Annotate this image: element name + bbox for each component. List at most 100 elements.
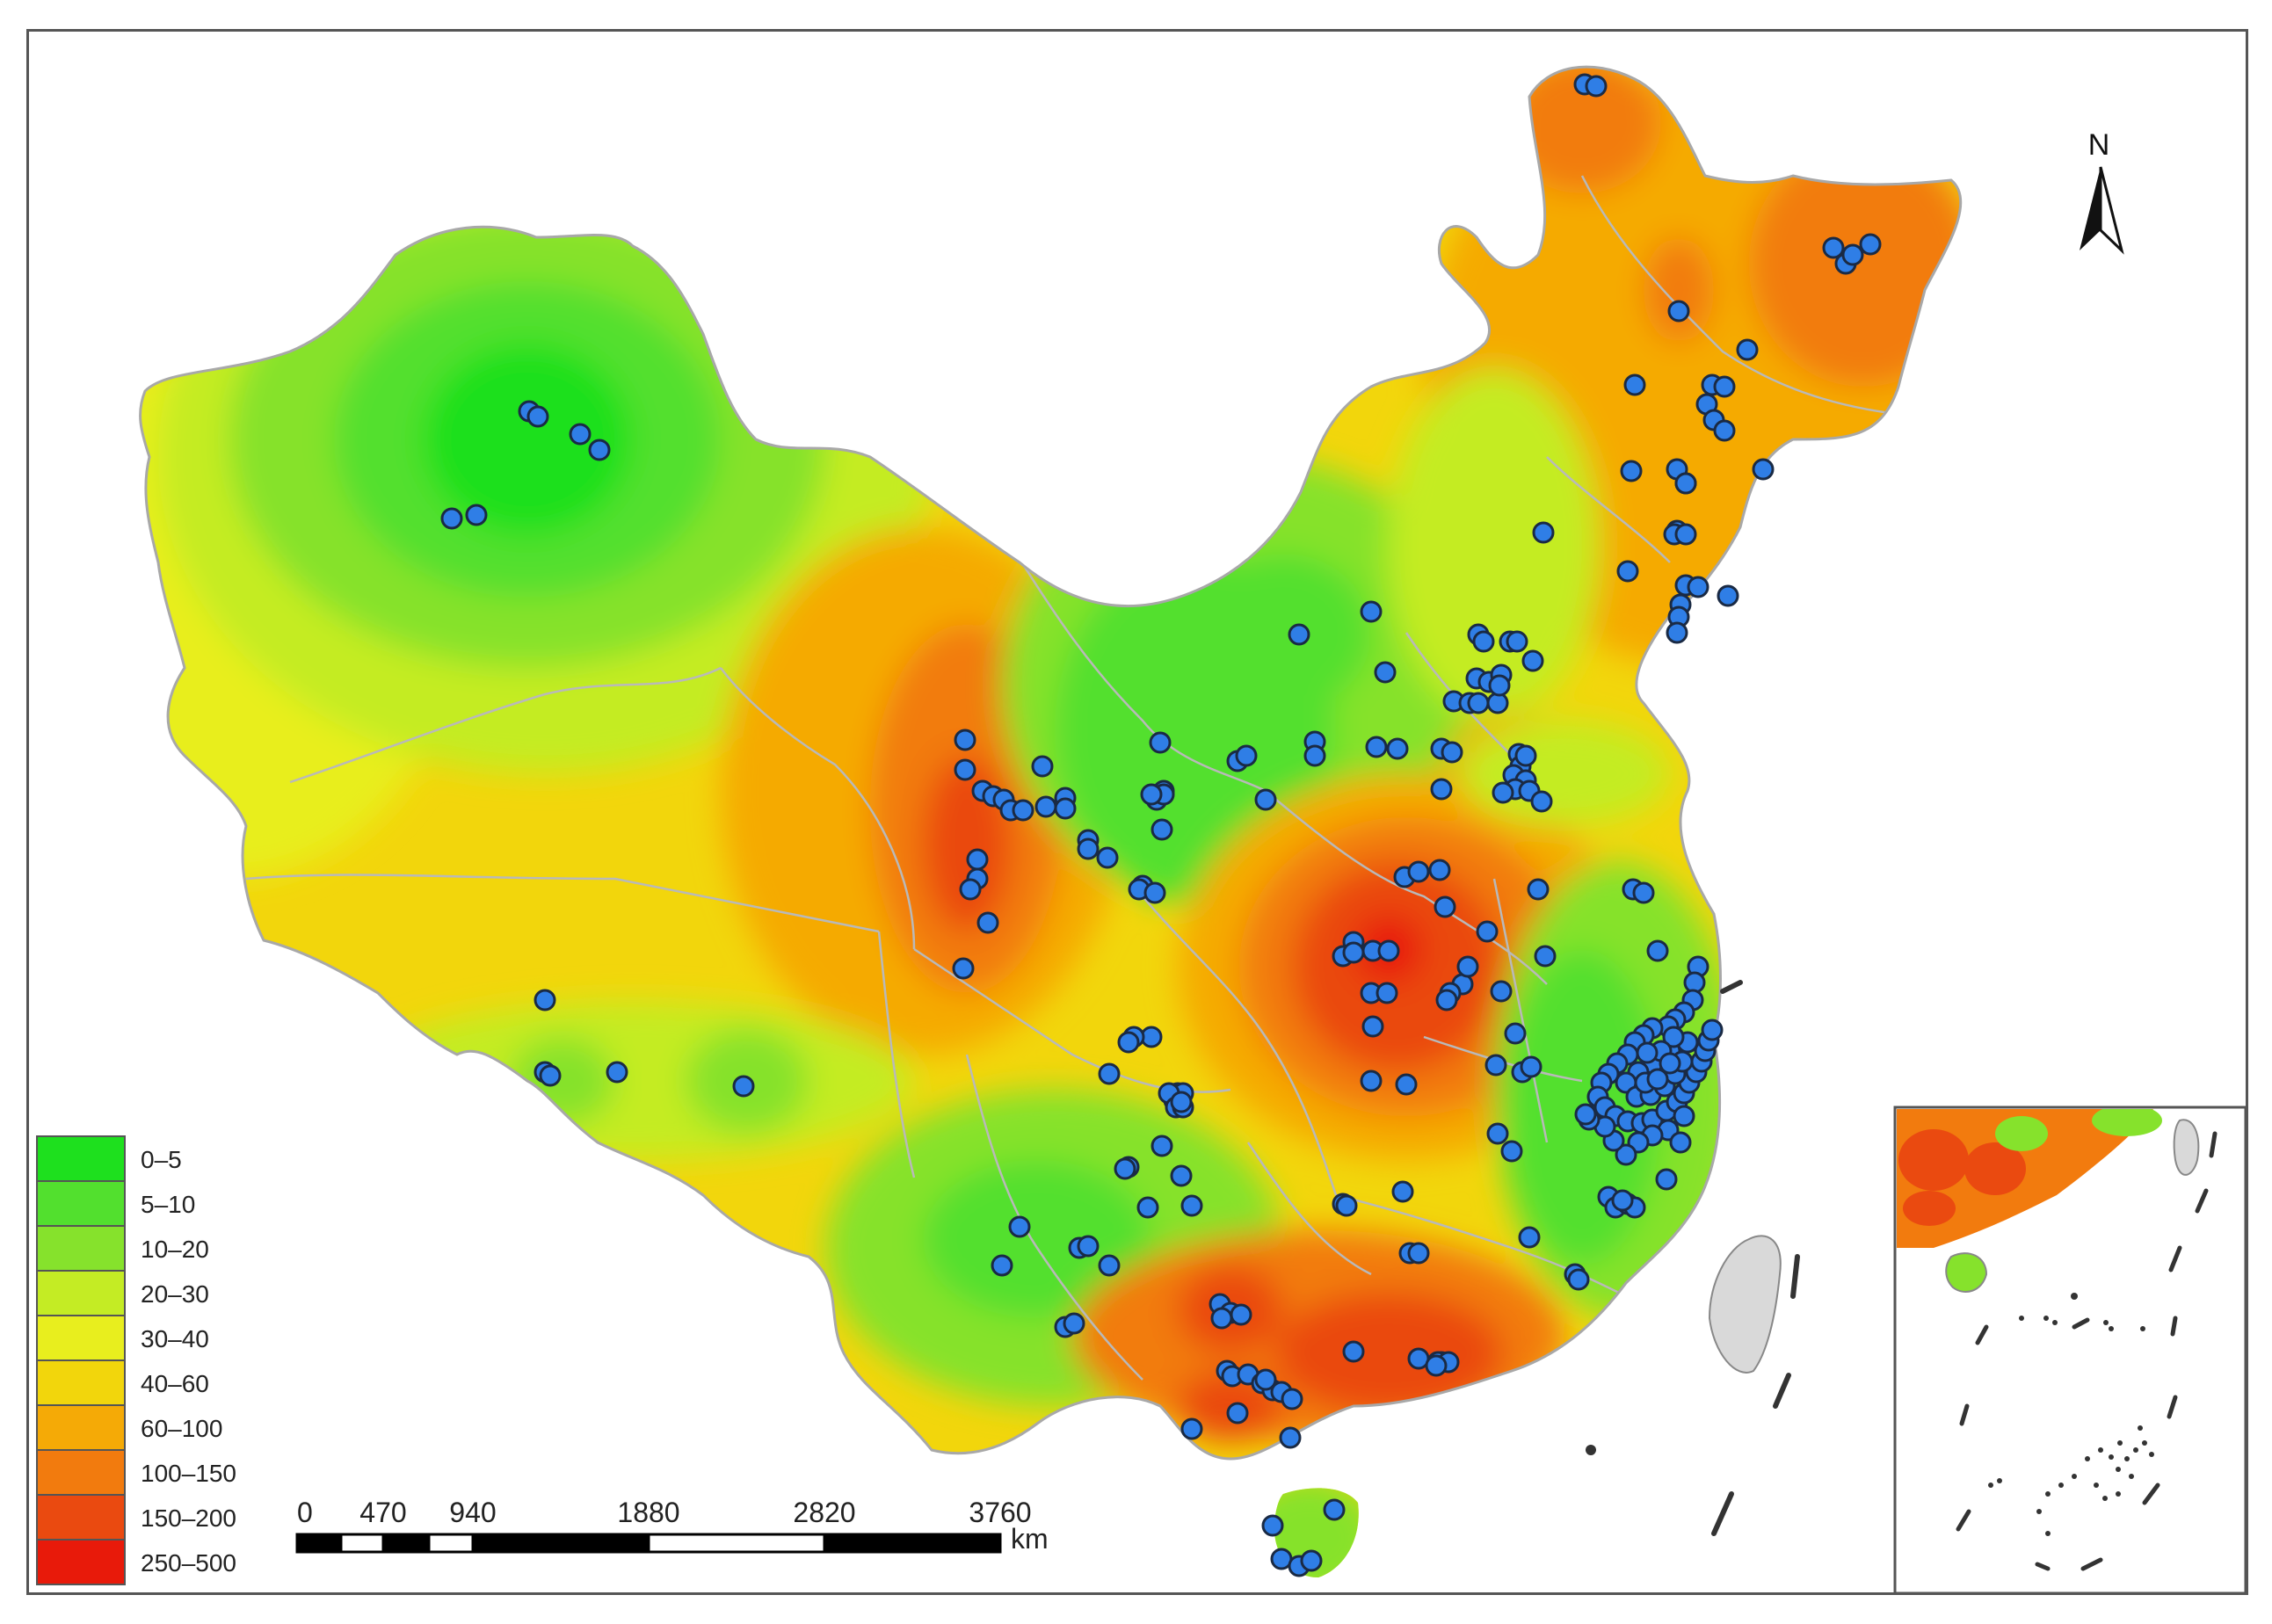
sample-site-marker bbox=[1574, 1103, 1597, 1126]
north-label: N bbox=[2088, 128, 2110, 162]
sample-site-marker bbox=[1170, 1091, 1193, 1113]
sample-site-marker bbox=[1441, 741, 1463, 764]
sample-site-marker bbox=[1360, 600, 1383, 623]
sample-site-marker bbox=[1254, 788, 1277, 811]
sample-site-marker bbox=[1434, 895, 1456, 918]
scale-tick-label: 3760 bbox=[969, 1497, 1031, 1528]
sample-site-marker bbox=[1521, 649, 1544, 672]
taiwan-island bbox=[1708, 1235, 1782, 1374]
sample-site-marker bbox=[1623, 373, 1646, 396]
scale-tick-label: 1880 bbox=[617, 1497, 679, 1528]
sample-site-marker bbox=[1646, 1068, 1669, 1091]
legend-swatch bbox=[36, 1180, 126, 1227]
scale-segment bbox=[427, 1533, 475, 1554]
sample-site-marker bbox=[1428, 859, 1451, 881]
sample-site-marker bbox=[1484, 1054, 1507, 1077]
sample-site-marker bbox=[1008, 1215, 1031, 1238]
legend-swatch bbox=[36, 1494, 126, 1541]
sample-site-marker bbox=[1500, 1140, 1523, 1163]
sample-site-marker bbox=[1527, 878, 1550, 901]
sample-site-marker bbox=[1374, 661, 1397, 684]
sample-site-marker bbox=[1377, 939, 1400, 962]
legend-label: 30–40 bbox=[141, 1325, 209, 1352]
sample-site-marker bbox=[1151, 1135, 1173, 1157]
legend-label: 5–10 bbox=[141, 1191, 195, 1218]
sample-site-marker bbox=[1530, 790, 1553, 813]
sample-site-marker bbox=[569, 423, 592, 446]
sample-site-marker bbox=[1342, 1340, 1365, 1363]
sample-site-marker bbox=[1490, 980, 1513, 1003]
legend-swatch bbox=[36, 1135, 126, 1182]
sample-site-marker bbox=[1430, 778, 1453, 801]
sample-site-marker bbox=[1532, 521, 1555, 544]
sea-boundary-dashes bbox=[1711, 980, 1800, 1536]
scale-segment bbox=[647, 1533, 826, 1554]
sample-site-marker bbox=[954, 758, 976, 781]
sample-site-marker bbox=[1376, 982, 1398, 1004]
sample-site-marker bbox=[1180, 1417, 1203, 1440]
legend-label: 40–60 bbox=[141, 1370, 209, 1397]
sample-site-marker bbox=[1655, 1168, 1678, 1191]
sample-site-marker bbox=[1488, 674, 1511, 697]
sample-site-marker bbox=[1435, 989, 1458, 1011]
sample-site-marker bbox=[539, 1064, 562, 1087]
sample-site-marker bbox=[1456, 955, 1479, 978]
sample-site-marker bbox=[991, 1254, 1013, 1277]
sample-site-marker bbox=[1859, 233, 1882, 256]
sample-site-marker bbox=[465, 504, 488, 526]
legend: 0–5 5–10 10–20 20–30 30–40 40–60 60–100 100–150… bbox=[36, 1135, 236, 1585]
sample-site-marker bbox=[526, 405, 549, 428]
sample-site-marker bbox=[976, 911, 999, 934]
legend-swatch bbox=[36, 1315, 126, 1361]
province-boundaries bbox=[245, 175, 1891, 1381]
sample-site-marker bbox=[954, 729, 976, 751]
legend-label: 250–500 bbox=[141, 1549, 236, 1577]
legend-label: 60–100 bbox=[141, 1415, 222, 1442]
sample-site-marker bbox=[1841, 243, 1864, 266]
sample-site-marker bbox=[1096, 846, 1119, 869]
scale-tick-label: 0 bbox=[297, 1497, 313, 1528]
sample-site-marker bbox=[1395, 1073, 1418, 1096]
sample-site-marker bbox=[1034, 795, 1057, 818]
legend-swatch bbox=[36, 1225, 126, 1272]
scale-segment bbox=[381, 1533, 431, 1554]
sample-site-marker bbox=[1659, 1052, 1681, 1075]
sample-site-marker bbox=[1151, 818, 1173, 841]
sample-site-marker bbox=[1386, 737, 1409, 760]
sample-site-marker bbox=[1673, 1105, 1695, 1127]
sample-site-marker bbox=[1701, 1019, 1724, 1041]
legend-label: 10–20 bbox=[141, 1236, 209, 1263]
sample-site-marker bbox=[1170, 1164, 1193, 1187]
sample-site-marker bbox=[1136, 1196, 1159, 1219]
sample-site-marker bbox=[1281, 1388, 1303, 1410]
legend-swatch bbox=[36, 1270, 126, 1316]
sample-site-marker bbox=[1098, 1254, 1121, 1277]
sample-site-marker bbox=[1752, 458, 1775, 481]
sample-site-marker bbox=[1342, 941, 1365, 964]
sample-site-marker bbox=[1518, 1226, 1541, 1249]
sample-site-marker bbox=[1149, 731, 1172, 754]
sample-site-marker bbox=[1279, 1426, 1302, 1449]
sample-site-marker bbox=[1467, 692, 1490, 714]
sample-site-marker bbox=[1114, 1157, 1136, 1180]
sample-site-marker bbox=[1031, 755, 1054, 778]
sample-site-marker bbox=[1226, 1402, 1249, 1425]
north-arrow-icon: N bbox=[2080, 128, 2124, 255]
sample-site-marker bbox=[1504, 1022, 1527, 1045]
sample-site-marker bbox=[1425, 1354, 1448, 1377]
sample-site-marker bbox=[1646, 939, 1669, 962]
scale-segment bbox=[471, 1533, 650, 1554]
sample-site-marker bbox=[1476, 920, 1499, 943]
legend-label: 150–200 bbox=[141, 1504, 236, 1532]
sample-site-marker bbox=[1360, 1069, 1383, 1092]
sample-site-marker bbox=[1054, 797, 1077, 820]
legend-swatch bbox=[36, 1359, 126, 1406]
sample-site-marker bbox=[1822, 236, 1845, 259]
legend-label: 0–5 bbox=[141, 1146, 182, 1173]
sample-site-marker bbox=[1492, 781, 1514, 804]
sample-site-marker bbox=[1407, 1242, 1430, 1265]
scale-unit: km bbox=[1011, 1523, 1049, 1555]
sample-site-marker bbox=[1662, 1026, 1685, 1048]
sample-site-marker bbox=[1616, 560, 1639, 583]
